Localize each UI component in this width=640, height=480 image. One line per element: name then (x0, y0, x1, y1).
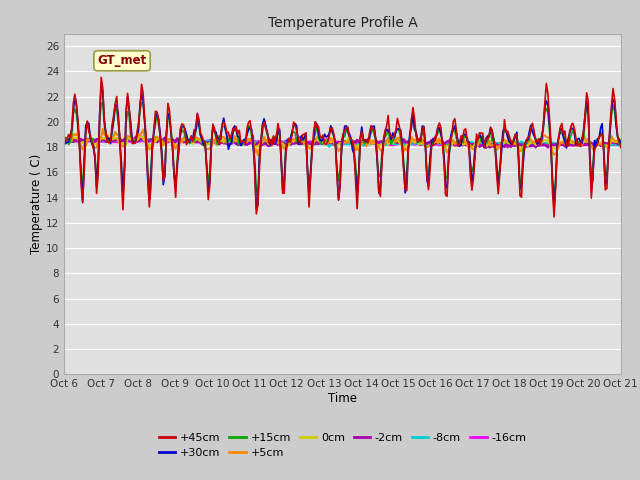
0cm (246, 137, 254, 143)
+45cm (617, 144, 625, 150)
-16cm (130, 138, 138, 144)
+5cm (617, 142, 625, 147)
Line: 0cm: 0cm (64, 135, 621, 149)
X-axis label: Time: Time (328, 392, 357, 405)
-8cm (246, 139, 254, 144)
+45cm (130, 141, 138, 146)
+5cm (254, 152, 262, 158)
+45cm (97, 74, 105, 80)
+15cm (60, 140, 68, 145)
-2cm (246, 140, 254, 146)
Line: +30cm: +30cm (64, 84, 621, 209)
-16cm (255, 139, 263, 145)
Line: -16cm: -16cm (64, 140, 621, 144)
-16cm (389, 142, 397, 147)
+45cm (255, 167, 263, 172)
+5cm (99, 126, 107, 132)
+45cm (550, 214, 558, 220)
-2cm (131, 134, 139, 140)
-8cm (589, 141, 596, 146)
Legend: +45cm, +30cm, +15cm, +5cm, 0cm, -2cm, -8cm, -16cm: +45cm, +30cm, +15cm, +5cm, 0cm, -2cm, -8… (159, 433, 526, 458)
-2cm (129, 137, 136, 143)
Text: GT_met: GT_met (97, 54, 147, 67)
Line: -8cm: -8cm (64, 139, 621, 147)
0cm (617, 142, 625, 147)
+5cm (130, 138, 138, 144)
+45cm (60, 136, 68, 142)
0cm (129, 137, 136, 143)
-8cm (305, 141, 313, 146)
-2cm (60, 139, 68, 144)
+5cm (307, 145, 314, 151)
-16cm (617, 141, 625, 147)
+5cm (589, 146, 596, 152)
-16cm (60, 138, 68, 144)
Line: +15cm: +15cm (64, 103, 621, 197)
Line: +45cm: +45cm (64, 77, 621, 217)
+45cm (228, 132, 236, 137)
+30cm (589, 176, 596, 182)
+30cm (253, 206, 260, 212)
+5cm (228, 135, 236, 141)
-16cm (305, 140, 313, 146)
+15cm (255, 156, 263, 161)
+15cm (305, 182, 313, 188)
+5cm (60, 138, 68, 144)
+15cm (228, 141, 236, 146)
+15cm (246, 123, 254, 129)
0cm (305, 144, 313, 149)
Line: +5cm: +5cm (64, 129, 621, 155)
+30cm (130, 140, 138, 145)
-16cm (246, 139, 254, 144)
-8cm (129, 137, 136, 143)
+30cm (307, 173, 314, 179)
+15cm (550, 194, 558, 200)
-8cm (228, 139, 236, 145)
+15cm (617, 137, 625, 143)
0cm (589, 144, 596, 150)
0cm (136, 132, 144, 138)
-16cm (228, 139, 236, 144)
0cm (255, 142, 263, 147)
-2cm (305, 140, 313, 145)
+45cm (589, 171, 596, 177)
-16cm (74, 137, 82, 143)
+30cm (228, 140, 236, 146)
-8cm (60, 139, 68, 144)
Line: -2cm: -2cm (64, 137, 621, 147)
-8cm (255, 140, 263, 146)
+30cm (257, 138, 265, 144)
+5cm (246, 136, 254, 142)
Title: Temperature Profile A: Temperature Profile A (268, 16, 417, 30)
-8cm (325, 144, 333, 150)
+45cm (246, 118, 254, 124)
-2cm (589, 141, 596, 147)
0cm (60, 137, 68, 143)
+45cm (305, 204, 313, 210)
+5cm (257, 139, 265, 144)
-2cm (482, 144, 490, 150)
+30cm (617, 140, 625, 146)
+30cm (246, 124, 254, 130)
+30cm (60, 137, 68, 143)
-2cm (255, 140, 263, 146)
0cm (552, 146, 559, 152)
+15cm (97, 100, 105, 106)
Y-axis label: Temperature ( C): Temperature ( C) (30, 154, 43, 254)
+30cm (97, 81, 105, 87)
+15cm (589, 162, 596, 168)
-8cm (617, 141, 625, 147)
0cm (228, 138, 236, 144)
-2cm (617, 141, 625, 147)
-8cm (153, 136, 161, 142)
-2cm (228, 141, 236, 146)
-16cm (589, 142, 596, 147)
+15cm (130, 139, 138, 144)
